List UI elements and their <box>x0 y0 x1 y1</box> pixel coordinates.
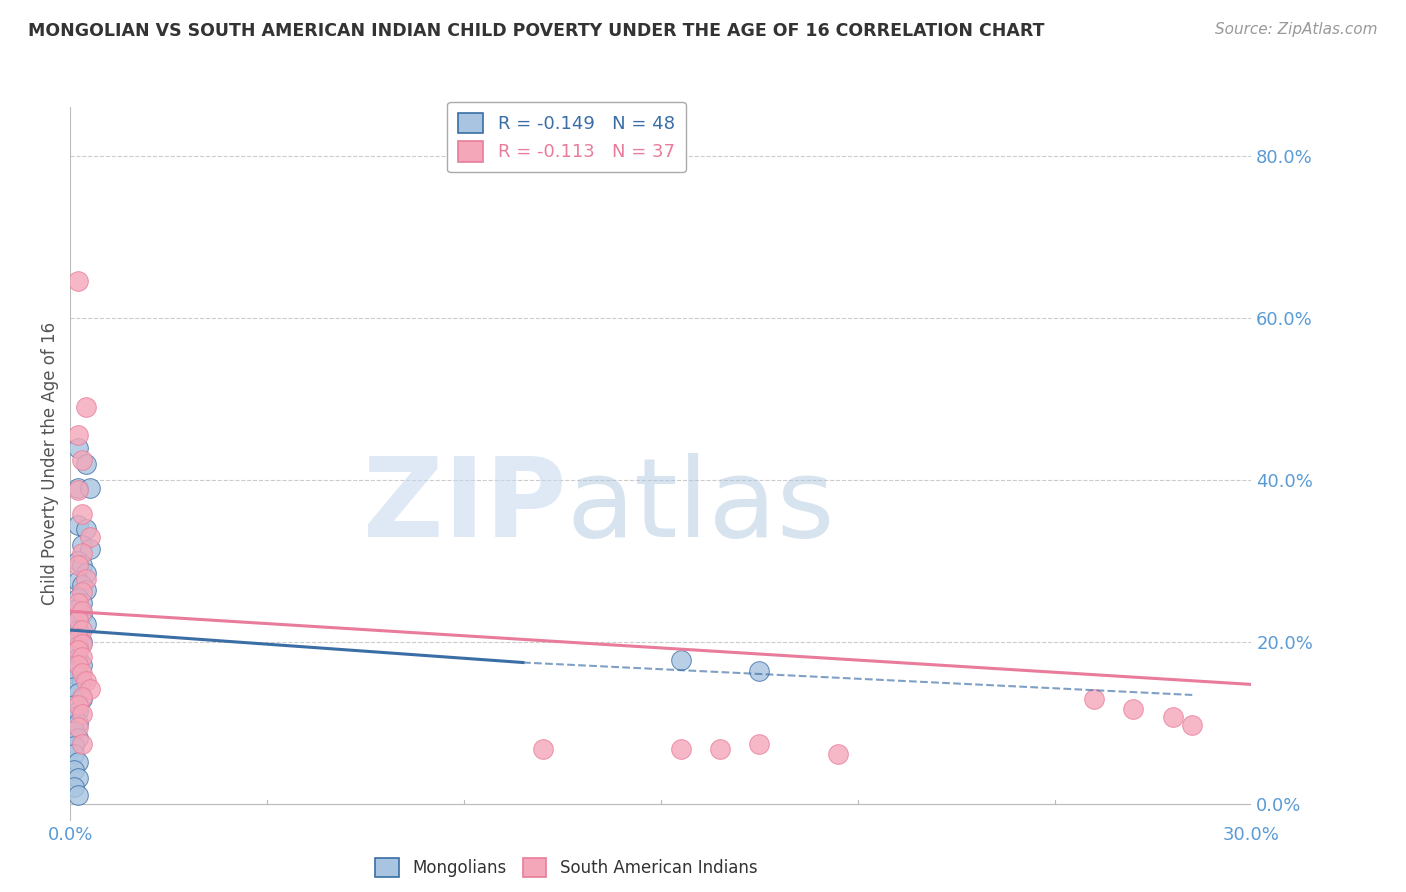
Point <box>75 582 97 597</box>
Point <box>67 441 90 455</box>
Point <box>1161 710 1184 724</box>
Point <box>79 530 101 544</box>
Point <box>70 507 93 521</box>
Point <box>67 558 90 573</box>
Text: atlas: atlas <box>567 453 835 560</box>
Point <box>63 680 86 694</box>
Point <box>75 457 97 471</box>
Point <box>63 710 86 724</box>
Point <box>67 274 90 288</box>
Point <box>67 481 90 495</box>
Text: ZIP: ZIP <box>363 453 567 560</box>
Point <box>79 682 101 697</box>
Point <box>70 546 93 560</box>
Point <box>63 664 86 678</box>
Point <box>67 657 90 672</box>
Point <box>67 428 90 442</box>
Point <box>67 517 90 532</box>
Point <box>67 640 90 654</box>
Point <box>531 742 554 756</box>
Point <box>75 617 97 632</box>
Point <box>1083 692 1105 706</box>
Point <box>63 764 86 778</box>
Point <box>67 772 90 786</box>
Point <box>63 739 86 753</box>
Text: Source: ZipAtlas.com: Source: ZipAtlas.com <box>1215 22 1378 37</box>
Point <box>748 664 770 678</box>
Point <box>67 631 90 645</box>
Point <box>70 737 93 751</box>
Point <box>67 756 90 770</box>
Point <box>67 574 90 589</box>
Point <box>70 666 93 681</box>
Point <box>63 747 86 761</box>
Point <box>70 674 93 689</box>
Point <box>70 690 93 705</box>
Point <box>70 558 93 573</box>
Point <box>70 706 93 721</box>
Point <box>70 585 93 599</box>
Point <box>67 483 90 497</box>
Point <box>63 698 86 713</box>
Point <box>67 613 90 627</box>
Y-axis label: Child Poverty Under the Age of 16: Child Poverty Under the Age of 16 <box>41 322 59 606</box>
Point <box>67 613 90 627</box>
Point <box>70 692 93 706</box>
Point <box>669 653 692 667</box>
Point <box>63 631 86 645</box>
Point <box>70 635 93 649</box>
Point <box>75 572 97 586</box>
Point <box>67 704 90 718</box>
Point <box>67 685 90 699</box>
Point <box>70 637 93 651</box>
Point <box>1181 718 1204 732</box>
Point <box>67 596 90 610</box>
Point <box>67 669 90 683</box>
Point <box>70 607 93 621</box>
Point <box>70 604 93 618</box>
Point <box>70 596 93 610</box>
Point <box>67 643 90 657</box>
Point <box>67 698 90 713</box>
Point <box>63 603 86 617</box>
Point <box>79 481 101 495</box>
Point <box>75 522 97 536</box>
Point <box>67 731 90 745</box>
Point <box>70 657 93 672</box>
Point <box>63 724 86 739</box>
Point <box>748 737 770 751</box>
Point <box>67 651 90 665</box>
Point <box>75 400 97 414</box>
Legend: Mongolians, South American Indians: Mongolians, South American Indians <box>368 851 763 884</box>
Point <box>67 716 90 731</box>
Point <box>67 554 90 568</box>
Point <box>79 541 101 556</box>
Point <box>1122 702 1144 716</box>
Point <box>669 742 692 756</box>
Point <box>827 747 849 761</box>
Text: MONGOLIAN VS SOUTH AMERICAN INDIAN CHILD POVERTY UNDER THE AGE OF 16 CORRELATION: MONGOLIAN VS SOUTH AMERICAN INDIAN CHILD… <box>28 22 1045 40</box>
Point <box>70 538 93 552</box>
Point <box>75 566 97 581</box>
Point <box>709 742 731 756</box>
Point <box>63 780 86 794</box>
Point <box>67 623 90 637</box>
Point <box>70 452 93 467</box>
Point <box>67 591 90 605</box>
Point <box>70 623 93 637</box>
Point <box>75 674 97 689</box>
Point <box>70 649 93 664</box>
Point <box>63 645 86 659</box>
Point <box>70 578 93 592</box>
Point <box>67 720 90 734</box>
Point <box>67 788 90 802</box>
